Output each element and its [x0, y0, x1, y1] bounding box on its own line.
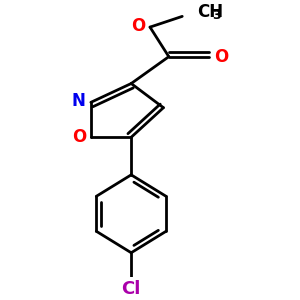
Text: 3: 3 — [213, 9, 221, 22]
Text: O: O — [72, 128, 86, 146]
Text: O: O — [131, 17, 145, 35]
Text: CH: CH — [197, 3, 223, 21]
Text: Cl: Cl — [122, 280, 141, 298]
Text: O: O — [214, 48, 228, 66]
Text: N: N — [72, 92, 86, 110]
